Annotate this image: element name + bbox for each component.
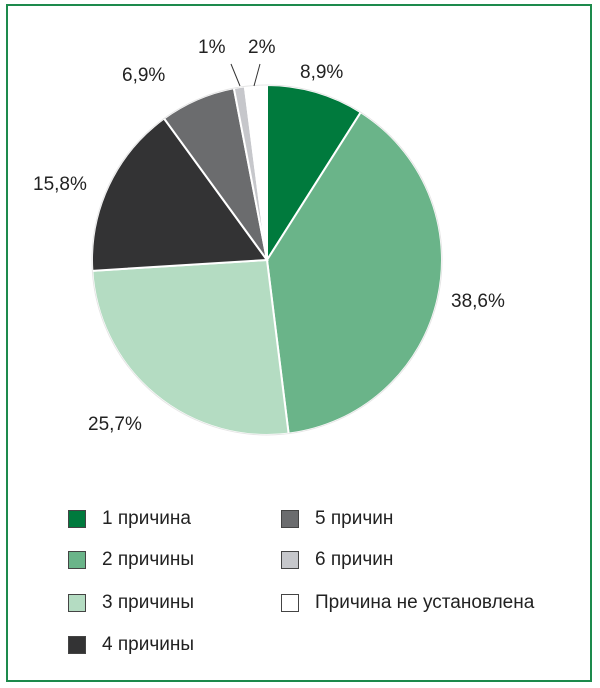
slice-value-label: 15,8% [33,174,87,195]
legend-item-3: 3 причины [68,592,194,614]
legend-item-7: Причина не установлена [281,592,534,614]
slice-value-label: 8,9% [300,62,343,83]
legend-label: 2 причины [102,549,194,570]
legend-swatch [68,636,86,654]
slice-value-label: 1% [198,37,226,58]
legend-swatch [281,551,299,569]
slice-value-labels: 8,9% 38,6% 25,7% 15,8% 6,9% 1% 2% [33,37,505,435]
slice-value-label: 2% [248,37,276,58]
legend-swatch [281,594,299,612]
slice-value-label: 38,6% [451,291,505,312]
leader-line [253,63,261,87]
legend-item-6: 6 причин [281,549,393,571]
legend-item-4: 4 причины [68,634,194,656]
leader-line [230,63,241,87]
legend-swatch [68,551,86,569]
pie-outline [91,84,443,436]
legend-label: 1 причина [102,508,191,529]
slice-value-label: 25,7% [88,414,142,435]
legend-label: 6 причин [315,549,394,570]
legend-label: 3 причины [102,592,194,613]
legend-label: 4 причины [102,634,194,655]
slice-value-label: 6,9% [122,65,165,86]
legend-item-1: 1 причина [68,508,191,530]
pie-slices [91,83,443,436]
leader-lines [230,63,261,87]
legend-label: 5 причин [315,508,394,529]
legend-item-2: 2 причины [68,549,194,571]
legend-item-5: 5 причин [281,508,393,530]
legend-swatch [68,510,86,528]
legend-swatch [281,510,299,528]
legend-swatch [68,594,86,612]
legend-label: Причина не установлена [315,592,535,613]
